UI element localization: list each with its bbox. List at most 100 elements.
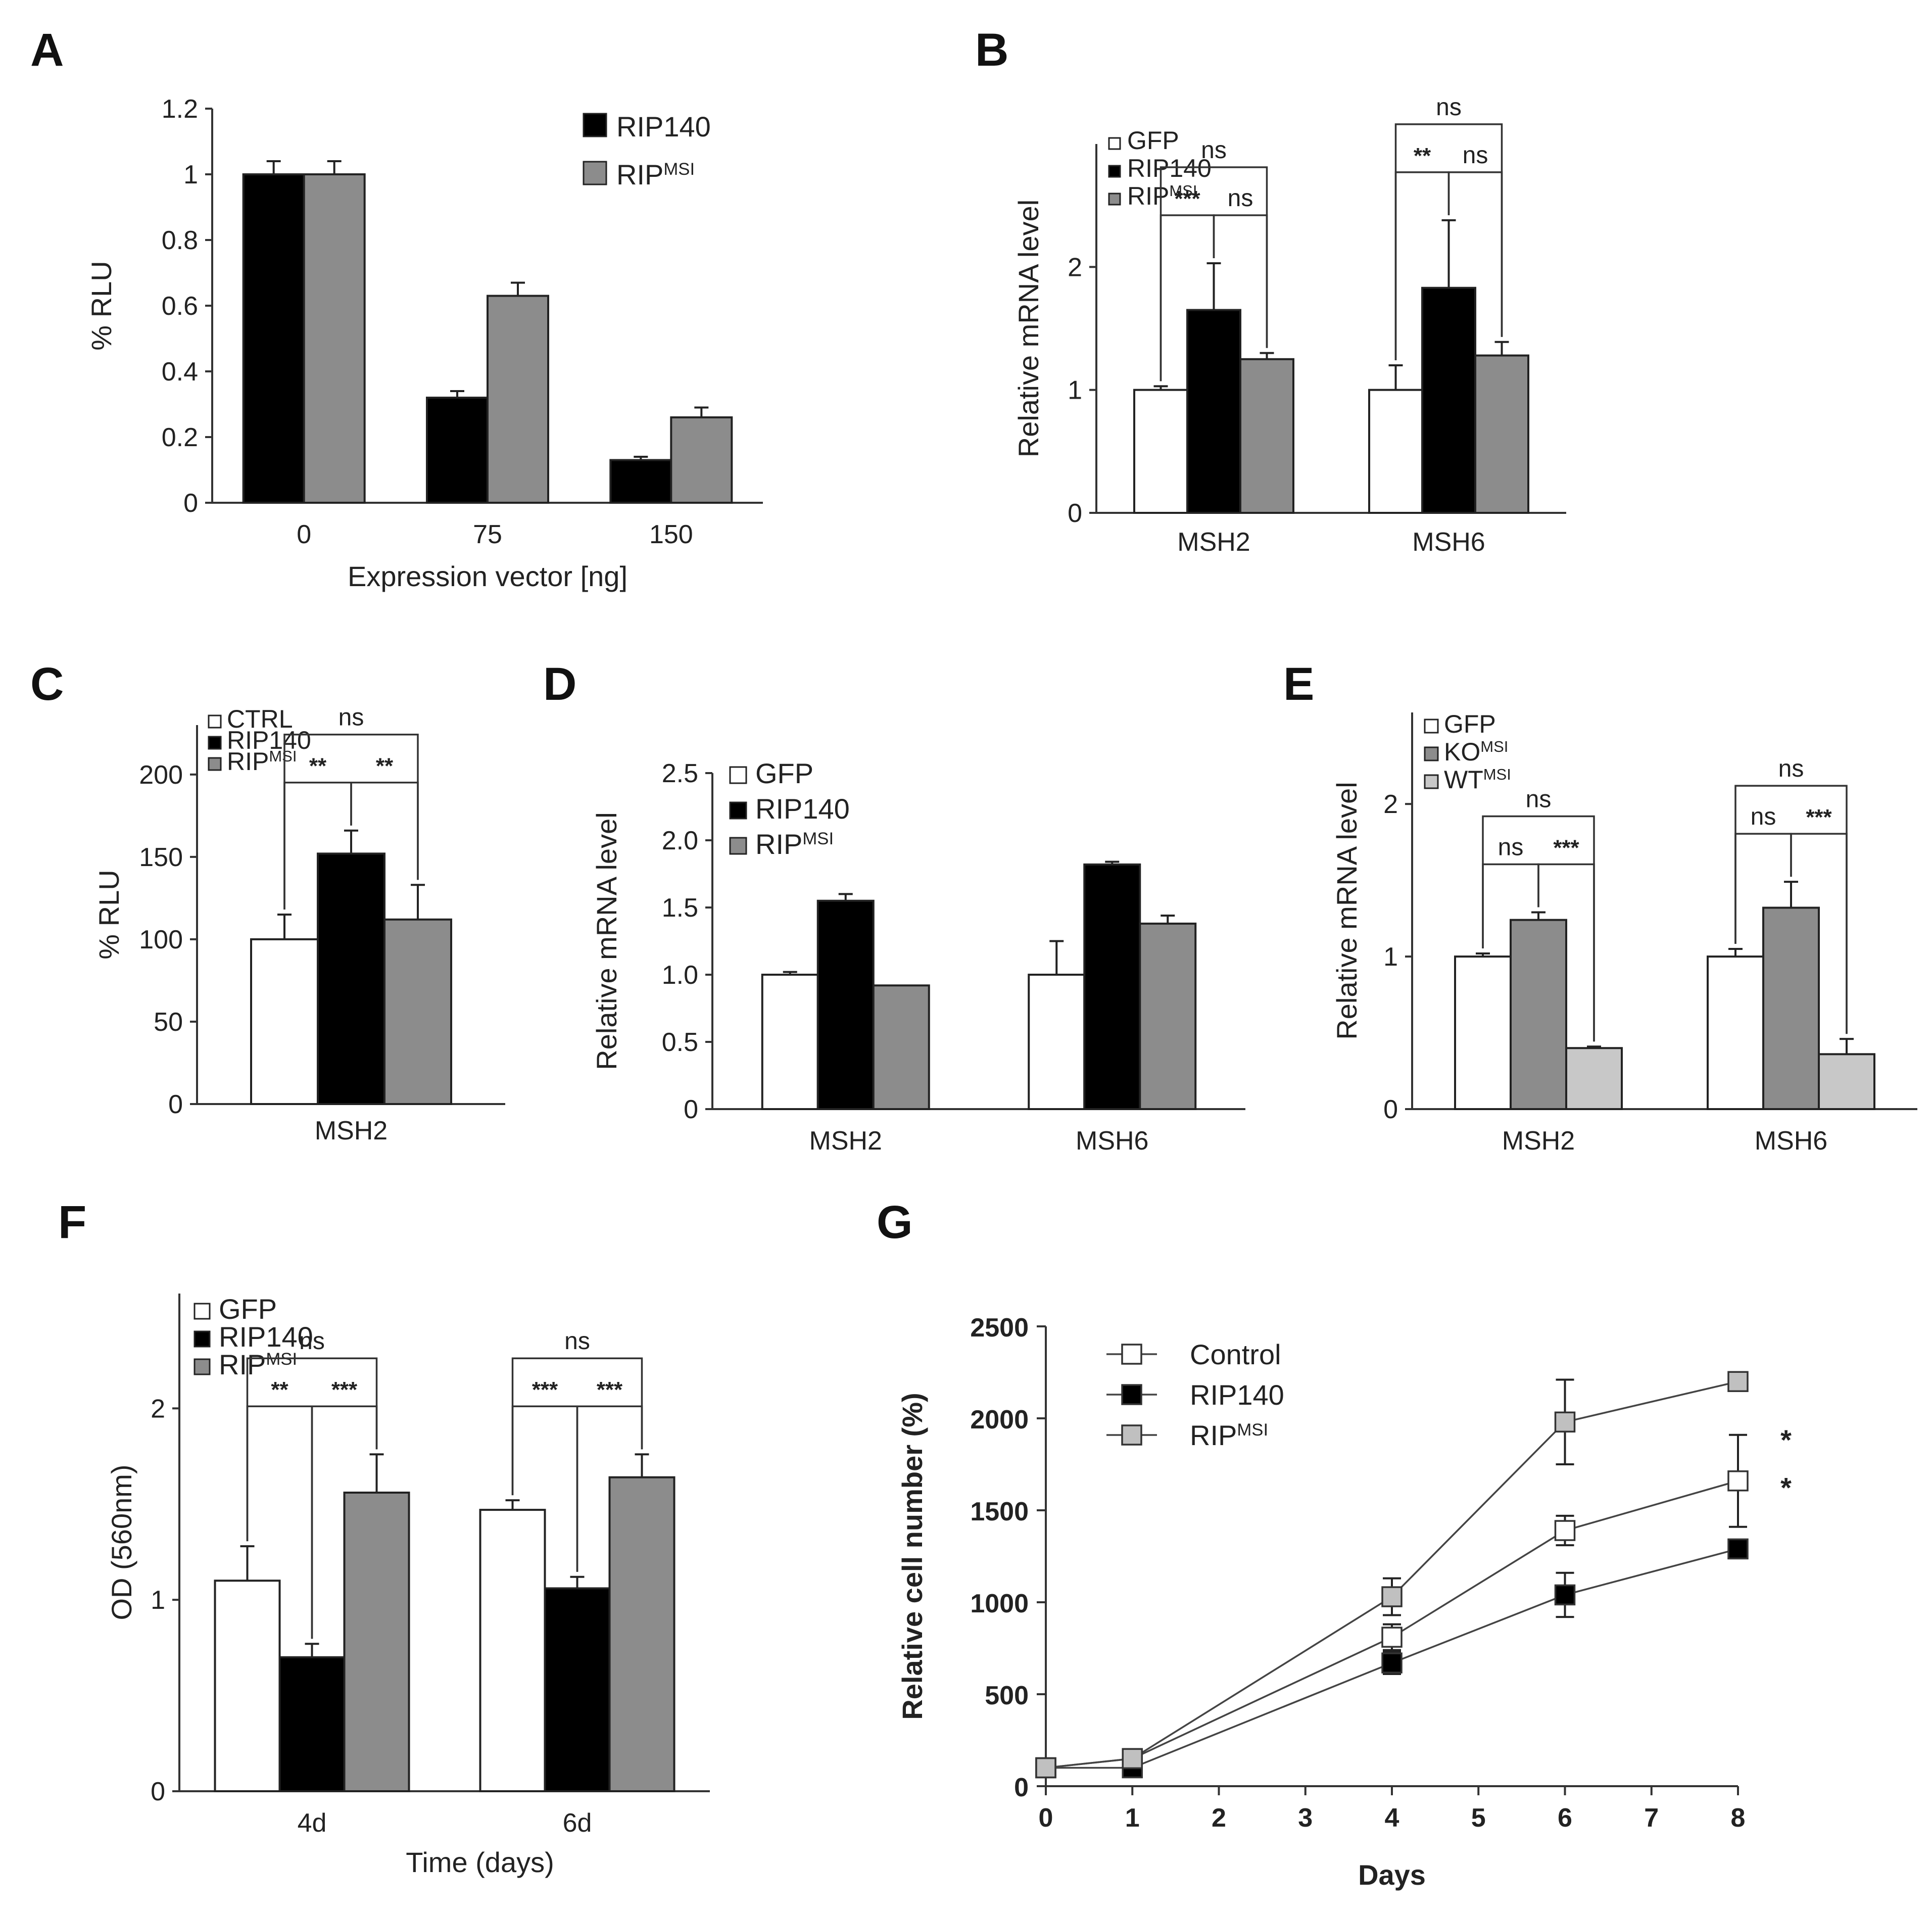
significance-label: ns <box>1463 142 1488 169</box>
legend-label: RIP140 <box>219 1321 313 1353</box>
y-tick-label: 1 <box>1068 376 1082 405</box>
y-tick-label: 1 <box>1383 942 1398 972</box>
y-tick-label: 0.6 <box>162 292 198 321</box>
y-axis-title: Relative cell number (%) <box>896 1393 928 1719</box>
y-tick-label: 2.5 <box>662 759 698 788</box>
legend-label: WTMSI <box>1444 766 1511 794</box>
panel-f: F 0 1 2 OD (560nm) 4d 6d Time (days) GFPRIP140RI… <box>58 1197 710 1878</box>
y-tick-label: 500 <box>985 1681 1029 1710</box>
x-tick-label: 5 <box>1471 1803 1486 1833</box>
legend-label: GFP <box>755 757 813 789</box>
x-axis-title: Expression vector [ng] <box>348 560 627 592</box>
x-tick-label: MSH6 <box>1076 1126 1148 1156</box>
legend-label: RIP140 <box>1190 1379 1284 1411</box>
x-tick-label: 0 <box>1039 1803 1053 1833</box>
series-line <box>1045 1380 1738 1769</box>
legend-swatch <box>1108 165 1121 178</box>
y-tick-label: 0 <box>1383 1095 1398 1124</box>
y-tick-label: 100 <box>139 925 183 954</box>
bar <box>1565 1047 1623 1110</box>
y-axis-title: Relative mRNA level <box>1331 782 1363 1039</box>
data-point <box>1554 1584 1576 1606</box>
y-tick-label: 1500 <box>970 1497 1029 1526</box>
bar <box>317 852 385 1105</box>
y-tick-label: 200 <box>139 760 183 790</box>
y-tick-label: 0.2 <box>162 423 198 452</box>
bar <box>816 899 875 1110</box>
legend-swatch <box>208 714 222 729</box>
x-tick-label: 4 <box>1385 1803 1399 1833</box>
bar <box>1139 922 1197 1111</box>
panel-b: B 0 1 2 Relative mRNA level MSH2 MSH6 GFPRIP140… <box>975 24 1566 557</box>
bar <box>1474 354 1529 514</box>
panel-letter: E <box>1283 658 1314 710</box>
legend-label: RIP140 <box>1127 154 1212 182</box>
bar <box>1818 1053 1875 1110</box>
y-axis-title: Relative mRNA level <box>1012 200 1044 457</box>
y-axis-title: Relative mRNA level <box>591 812 622 1070</box>
significance-bracket <box>511 1357 643 1496</box>
data-point <box>1381 1627 1403 1648</box>
y-tick-label: 0 <box>1014 1773 1029 1802</box>
panel-g: G 0 500 1000 1500 2000 2500 0 1 2 3 4 5 6 7 8 Relative c… <box>877 1197 1792 1891</box>
significance-bracket <box>1734 785 1848 1034</box>
y-tick-label: 2500 <box>970 1313 1029 1343</box>
legend-label: Control <box>1190 1339 1281 1370</box>
y-tick-label: 0 <box>1068 499 1082 528</box>
bar <box>1762 906 1820 1110</box>
y-tick-label: 1.5 <box>662 893 698 923</box>
bar <box>426 397 489 504</box>
y-tick-label: 0 <box>151 1777 165 1806</box>
legend-label: RIPMSI <box>1127 182 1197 211</box>
panel-letter: A <box>30 24 64 76</box>
bar <box>1421 286 1476 514</box>
bar <box>608 1476 675 1793</box>
significance-label: ns <box>299 1328 325 1355</box>
legend-swatch <box>194 1303 211 1320</box>
x-tick-label: MSH2 <box>1177 528 1250 557</box>
bar <box>383 918 452 1105</box>
y-tick-label: 1.0 <box>662 961 698 990</box>
x-tick-label: MSH6 <box>1412 528 1485 557</box>
legend-label: RIPMSI <box>227 747 297 776</box>
significance-bracket <box>1482 815 1595 1042</box>
x-tick-label: MSH2 <box>315 1116 388 1145</box>
bar <box>1133 389 1188 514</box>
legend-label: RIPMSI <box>755 828 834 860</box>
bar <box>1510 919 1567 1110</box>
y-tick-label: 1.2 <box>162 94 198 124</box>
legend-label: GFP <box>219 1293 277 1325</box>
bar <box>1368 389 1423 514</box>
bar <box>1239 358 1294 514</box>
data-point <box>1727 1538 1749 1560</box>
legend-swatch <box>1424 719 1439 734</box>
y-tick-label: 0 <box>168 1090 183 1119</box>
significance-label: ns <box>1436 94 1462 121</box>
significance-star: * <box>1780 1472 1792 1504</box>
legend-swatch <box>208 736 222 750</box>
panel-letter: D <box>543 658 576 710</box>
data-point <box>1554 1520 1576 1541</box>
bar <box>1707 955 1764 1110</box>
bar <box>479 1509 546 1793</box>
significance-label: *** <box>1174 186 1200 211</box>
significance-label: ns <box>1526 786 1552 813</box>
bar <box>609 459 672 504</box>
y-tick-label: 2.0 <box>662 826 698 855</box>
bar <box>303 173 366 504</box>
x-tick-label: 4d <box>298 1808 327 1838</box>
bar <box>1028 974 1086 1110</box>
legend-swatch <box>1424 774 1439 789</box>
x-tick-label: 0 <box>297 520 311 549</box>
bar <box>761 974 819 1110</box>
significance-bracket <box>1394 123 1503 360</box>
significance-label: ns <box>1778 755 1804 782</box>
legend-swatch <box>1108 137 1121 150</box>
significance-bracket <box>283 733 419 910</box>
x-tick-label: 75 <box>473 520 502 549</box>
legend-marker <box>1121 1384 1142 1405</box>
bar <box>1454 955 1512 1110</box>
significance-label: ns <box>564 1328 590 1355</box>
y-tick-label: 1000 <box>970 1589 1029 1618</box>
